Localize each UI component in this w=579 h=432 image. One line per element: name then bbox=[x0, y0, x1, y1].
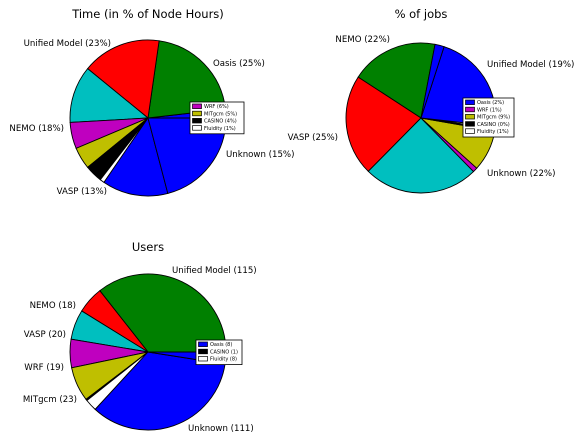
legend-swatch-casino bbox=[192, 118, 202, 124]
slice-label-vasp: VASP (20) bbox=[24, 330, 66, 340]
legend-swatch-oasis bbox=[465, 99, 475, 105]
pie-slice-vasp bbox=[367, 117, 475, 194]
slice-label-nemo: NEMO (18) bbox=[30, 301, 76, 311]
pie-chart-jobs: % of jobs Unified Model (19%) NEMO (22%) V… bbox=[288, 7, 574, 194]
legend-swatch-fluidity bbox=[465, 128, 475, 134]
legend-entry-fluidity: Fluidity (1%) bbox=[477, 129, 509, 135]
pie-slice-nemo bbox=[86, 39, 160, 119]
slice-label-unified-model: Unified Model (19%) bbox=[487, 60, 574, 70]
slice-label-unknown: Unknown (111) bbox=[188, 424, 254, 432]
legend-swatch-mitgcm bbox=[192, 110, 202, 117]
slice-label-oasis: Oasis (25%) bbox=[213, 59, 265, 69]
legend-entry-wrf: WRF (6%) bbox=[204, 104, 229, 110]
pie-slice-unknown bbox=[103, 116, 169, 197]
legend-swatch-fluidity bbox=[198, 356, 208, 362]
pie-chart-users: Users Unified Model (115) NEMO (18) VASP (… bbox=[23, 240, 257, 432]
slice-label-nemo: NEMO (18%) bbox=[9, 124, 64, 134]
legend-entry-casino: CASINO (1) bbox=[210, 349, 238, 355]
slice-label-vasp: VASP (13%) bbox=[57, 187, 107, 197]
slice-label-unified-model: Unified Model (23%) bbox=[24, 39, 111, 49]
slice-label-vasp: VASP (25%) bbox=[288, 133, 338, 143]
chart-title-users: Users bbox=[132, 240, 164, 254]
pie-slice-unified-model bbox=[357, 42, 436, 119]
legend-entry-fluidity: Fluidity (1%) bbox=[204, 126, 236, 132]
legend-entry-oasis: Oasis (8) bbox=[210, 342, 232, 348]
legend-entry-mitgcm: MITgcm (9%) bbox=[477, 115, 510, 121]
legend-swatch-fluidity bbox=[192, 125, 202, 131]
legend-entry-casino: CASINO (4%) bbox=[204, 119, 237, 125]
legend-swatch-wrf bbox=[192, 103, 202, 109]
pie-slice-unified-model bbox=[99, 273, 227, 353]
legend-entry-mitgcm: MITgcm (5%) bbox=[204, 111, 237, 117]
legend-swatch-wrf bbox=[465, 106, 475, 113]
slice-label-unknown: Unknown (22%) bbox=[487, 169, 555, 179]
slice-label-wrf: WRF (19) bbox=[24, 363, 64, 373]
pie-slice-nemo bbox=[345, 76, 422, 172]
legend-swatch-mitgcm bbox=[465, 114, 475, 120]
slice-label-mitgcm: MITgcm (23) bbox=[23, 395, 77, 405]
legend-entry-fluidity: Fluidity (8) bbox=[210, 357, 237, 363]
legend-swatch-oasis bbox=[198, 341, 208, 347]
pie-slice-oasis bbox=[420, 43, 445, 119]
slice-label-unknown: Unknown (15%) bbox=[226, 150, 294, 160]
pie-chart-time: Time (in % of Node Hours) Unified Model … bbox=[9, 7, 294, 197]
legend-entry-wrf: WRF (1%) bbox=[477, 107, 502, 113]
pie-slice-unknown bbox=[94, 351, 226, 431]
slice-label-unified-model: Unified Model (115) bbox=[172, 266, 257, 276]
legend-swatch-casino bbox=[198, 348, 208, 355]
chart-title-time: Time (in % of Node Hours) bbox=[71, 7, 224, 21]
legend-entry-oasis: Oasis (2%) bbox=[477, 100, 504, 106]
legend-entry-casino: CASINO (0%) bbox=[477, 122, 510, 128]
legend-swatch-casino bbox=[465, 121, 475, 127]
chart-title-jobs: % of jobs bbox=[395, 7, 448, 21]
slice-label-nemo: NEMO (22%) bbox=[335, 35, 390, 45]
